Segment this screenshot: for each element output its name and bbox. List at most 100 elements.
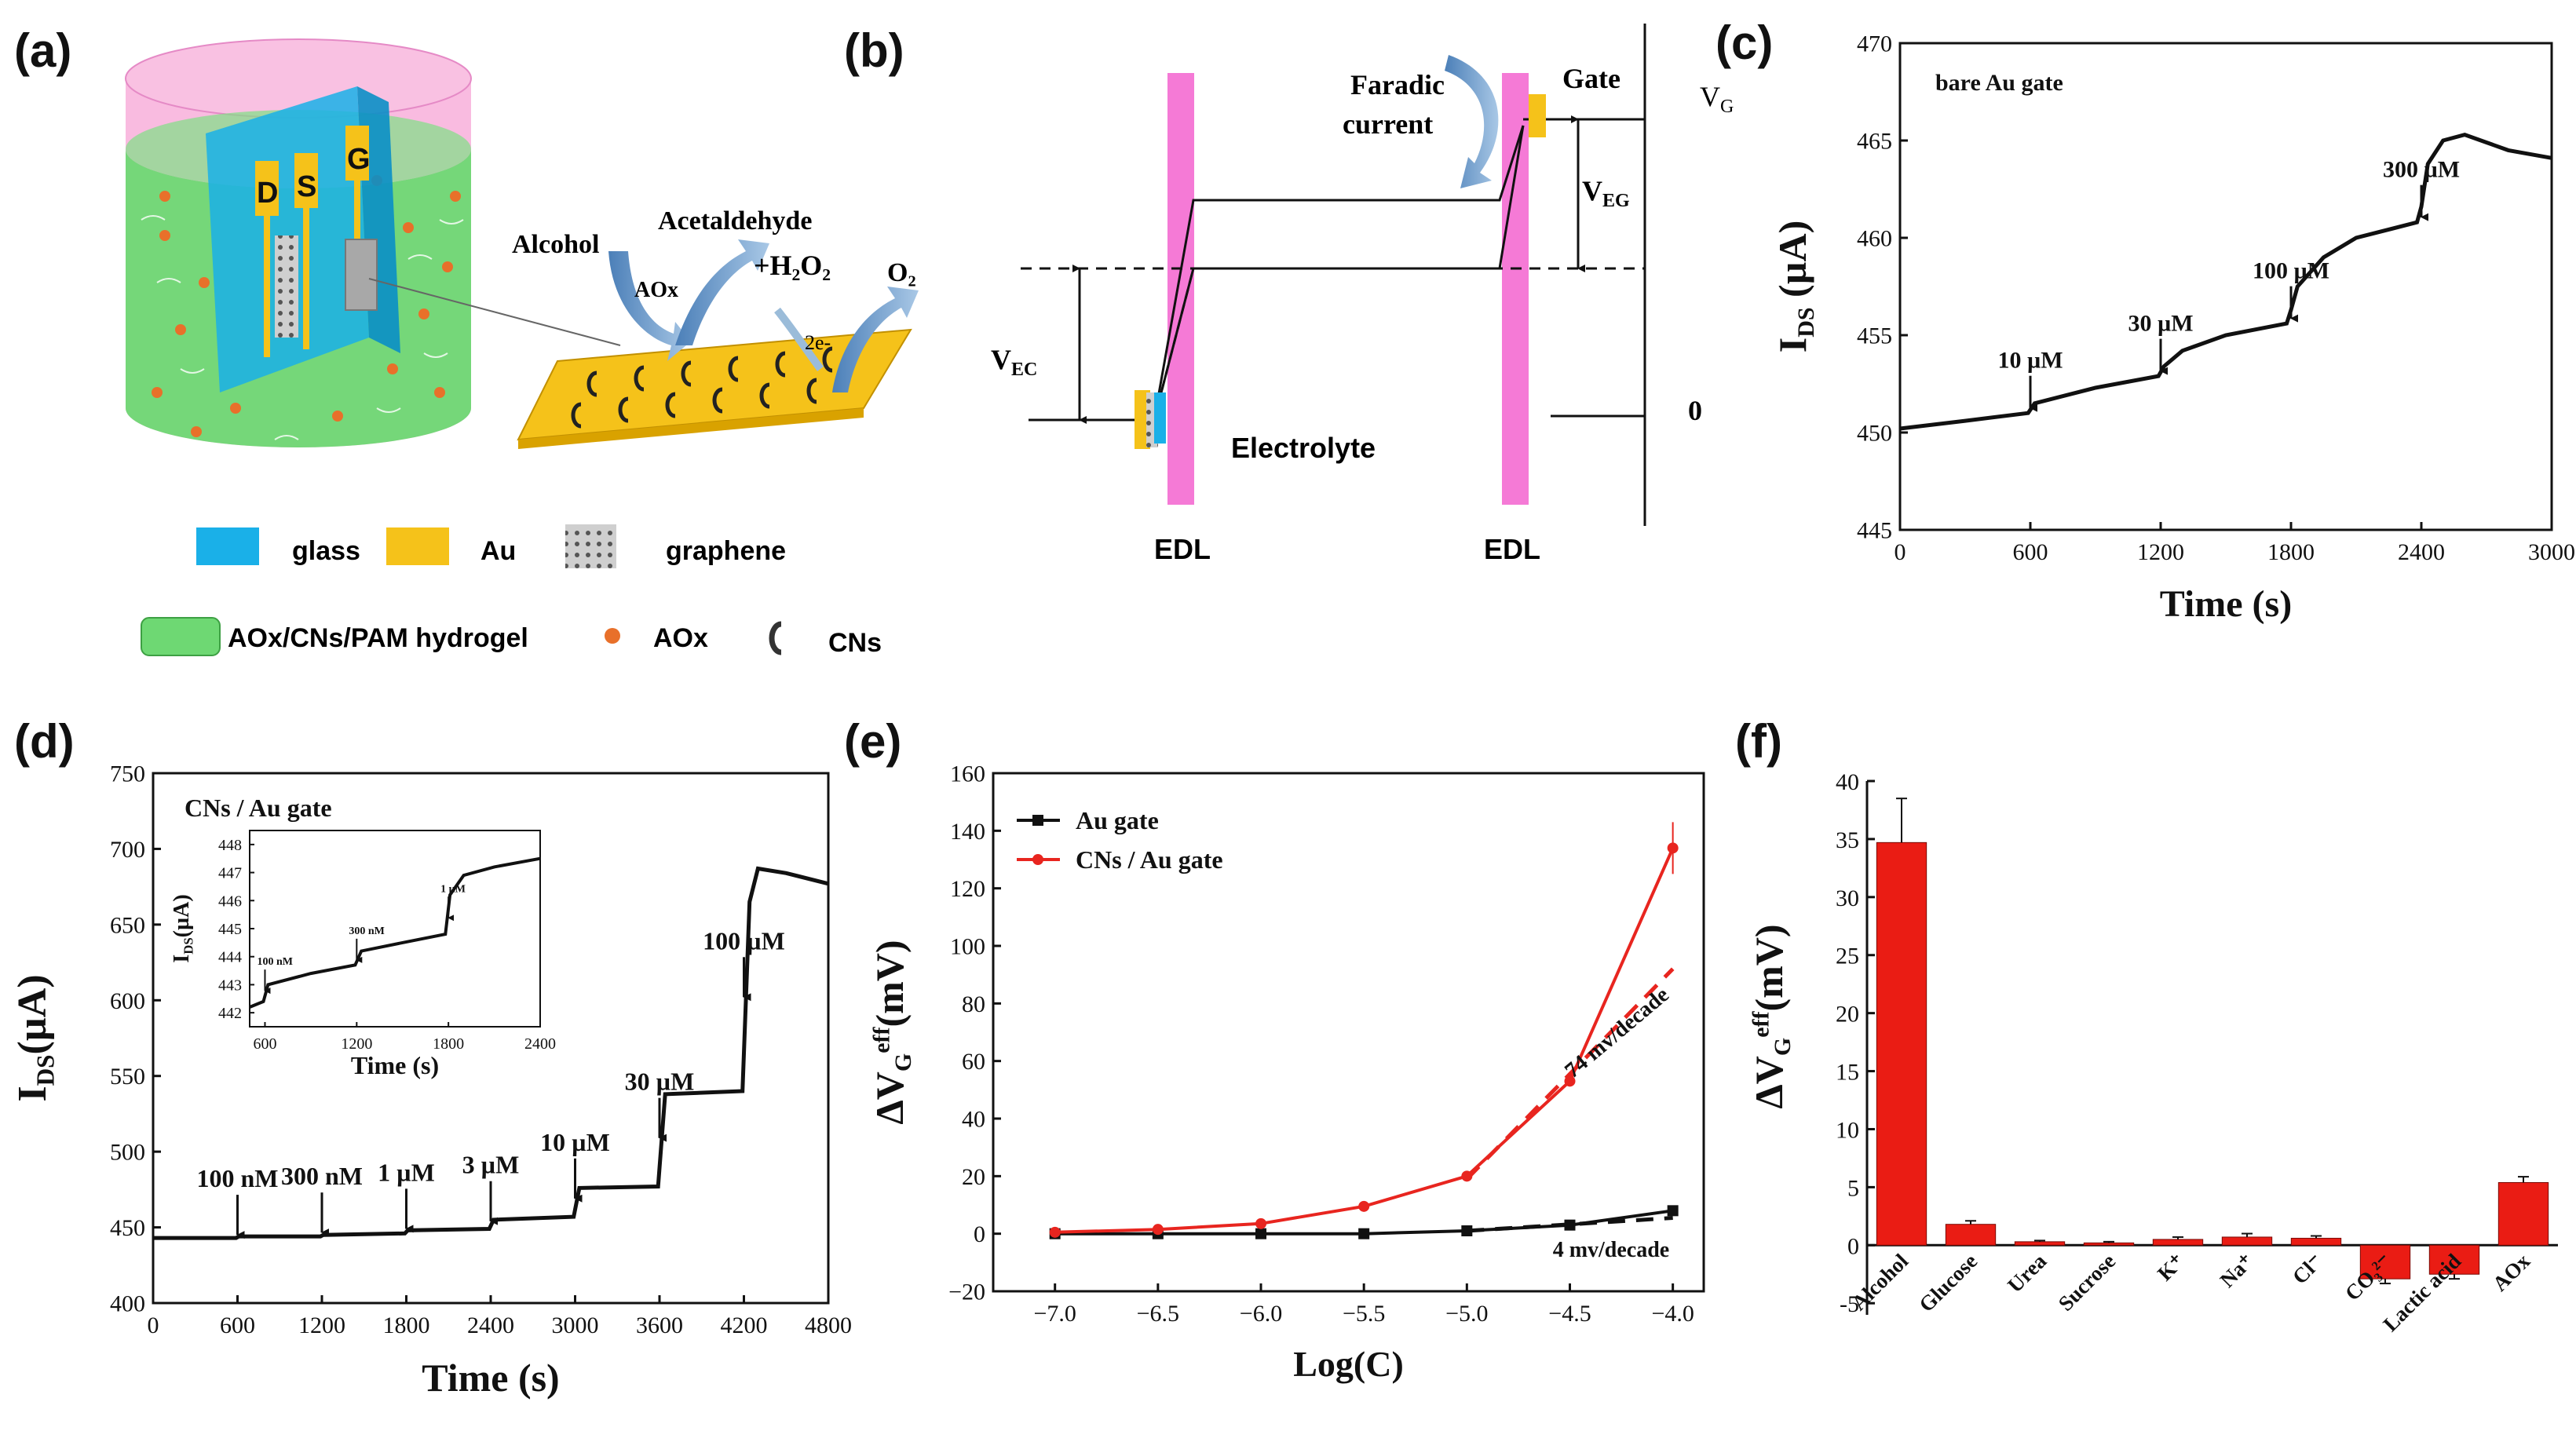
- plot-frame: [1898, 42, 2553, 531]
- plot-frame: [992, 772, 1705, 1293]
- fit-line-1: [1465, 967, 1675, 1181]
- inset-chart: 600 1200 1800 2400 442 443 444 445 446 447 448 100 …: [170, 830, 556, 1079]
- edl-left: [1167, 73, 1194, 505]
- y-tick-label: 455: [1857, 323, 1892, 349]
- x-axis-label-c: Time (s): [2160, 583, 2292, 625]
- electrode-s: [294, 153, 318, 208]
- y-tick-label: 750: [110, 761, 145, 787]
- legend-cns: CNs: [828, 628, 882, 658]
- y-tick-label: 650: [110, 912, 145, 938]
- y-axis-label: IDS (µA): [1770, 221, 1819, 353]
- y-tick-label: 465: [1857, 129, 1892, 155]
- o2-label: O₂: [887, 258, 916, 287]
- legend-glass-swatch: [196, 527, 259, 565]
- panel-label-b: (b): [844, 24, 904, 77]
- alcohol-label: Alcohol: [512, 230, 599, 259]
- y-tick-label: 20: [962, 1164, 985, 1190]
- panel-label-c: (c): [1716, 16, 1773, 69]
- inset-series-line: [249, 856, 541, 1009]
- inset-x-axis-label: Time (s): [351, 1051, 439, 1079]
- annotation-label-d: 100 µM: [703, 926, 785, 955]
- x-tick-label: 600: [2013, 539, 2048, 565]
- data-point: [1564, 1075, 1576, 1087]
- edl-right-label: EDL: [1484, 533, 1540, 565]
- x-axis-label-e: Log(C): [1293, 1344, 1404, 1384]
- bar-1: [1945, 1224, 1997, 1246]
- data-point: [1358, 1228, 1370, 1239]
- legend-glass: glass: [292, 536, 360, 566]
- x-tick-label: 2400: [2398, 539, 2445, 565]
- y-tick-label: 25: [1836, 944, 1859, 969]
- legend-au-swatch: [386, 527, 449, 565]
- y-tick-label: 160: [950, 761, 985, 787]
- x-tick-label: −6.5: [1137, 1301, 1179, 1327]
- electrode-d: [255, 161, 279, 216]
- edl-right: [1502, 73, 1529, 505]
- y-tick-label: 448: [218, 837, 242, 854]
- legend-marker: [1032, 815, 1043, 826]
- category-label-2: Urea: [2003, 1249, 2052, 1298]
- y-tick-label: 35: [1836, 827, 1859, 853]
- faradic-line2: current: [1343, 108, 1433, 140]
- x-tick-label: −7.0: [1033, 1301, 1076, 1327]
- y-tick-label: 500: [110, 1140, 145, 1166]
- x-tick-label: 600: [253, 1035, 276, 1053]
- panel-label-a: (a): [14, 24, 71, 77]
- legend-au: Au: [480, 536, 516, 566]
- annotation-label-d: 10 µM: [540, 1128, 610, 1156]
- x-tick-label: 1200: [298, 1312, 345, 1338]
- channel-graphene: [275, 235, 298, 338]
- legend-hydrogel: AOx/CNs/PAM hydrogel: [228, 623, 528, 653]
- legend-graphene-swatch: [565, 524, 616, 568]
- y-axis-label: IDS(µA): [10, 974, 59, 1101]
- y-tick-label: 15: [1836, 1060, 1859, 1086]
- y-tick-label: 442: [218, 1005, 242, 1022]
- edl-left-label: EDL: [1154, 533, 1211, 565]
- faradic-line1: Faradic: [1350, 69, 1445, 100]
- x-tick-label: 4800: [805, 1312, 852, 1338]
- vg-label: VG: [1700, 81, 1734, 117]
- x-tick-label: −5.5: [1343, 1301, 1385, 1327]
- category-label-4: K⁺: [2153, 1249, 2189, 1285]
- category-label-9: AOx: [2488, 1249, 2535, 1296]
- svg-text:G: G: [347, 143, 371, 176]
- y-tick-label: 445: [1857, 518, 1892, 544]
- y-axis-label: IDS(µA): [170, 894, 196, 962]
- data-point: [1049, 1226, 1061, 1238]
- x-tick-label: 3600: [636, 1312, 683, 1338]
- o2-arrow: [832, 287, 919, 392]
- x-tick-label: 600: [220, 1312, 255, 1338]
- slope-annotation: 4 mv/decade: [1553, 1238, 1670, 1262]
- series-line-1: [1054, 847, 1675, 1234]
- panel-b: (b) Faradic current Gate VG VEG VEC 0: [844, 24, 1734, 565]
- annotation-label-c: 30 µM: [2128, 311, 2193, 337]
- bar-7: [2359, 1244, 2411, 1280]
- zero-label: 0: [1688, 395, 1702, 426]
- reaction-arrows: [608, 239, 919, 392]
- data-point: [1564, 1219, 1576, 1231]
- legend-cns-swatch: [769, 621, 782, 655]
- slope-annotation: 74 mv/decade: [1560, 983, 1673, 1083]
- y-tick-label: 446: [218, 893, 242, 910]
- annotation-label-c: 10 µM: [1997, 348, 2063, 374]
- annotation-label-d: 100 nM: [197, 1164, 279, 1192]
- x-tick-label: −6.0: [1240, 1301, 1282, 1327]
- glass-chip: D S G: [206, 86, 400, 392]
- panel-label-d: (d): [14, 715, 75, 768]
- cns-fibers: [141, 215, 464, 440]
- data-point: [1255, 1217, 1267, 1229]
- series-line-c: [1899, 132, 2552, 431]
- x-tick-label: 1800: [433, 1035, 464, 1053]
- veg-label: VEG: [1582, 175, 1630, 211]
- y-tick-label: 60: [962, 1049, 985, 1075]
- y-tick-label: 120: [950, 876, 985, 902]
- chart-title-c: bare Au gate: [1935, 70, 2063, 96]
- data-point: [1461, 1170, 1473, 1182]
- schematic-legend: glass Au graphene AOx/CNs/PAM hydrogel A…: [141, 524, 882, 658]
- y-tick-label: 447: [218, 865, 242, 882]
- legend-aox: AOx: [653, 623, 708, 653]
- x-tick-label: −4.0: [1651, 1301, 1694, 1327]
- gate-pad: [345, 239, 378, 311]
- y-tick-label: 80: [962, 991, 985, 1017]
- acetaldehyde-label: Acetaldehyde: [658, 206, 812, 235]
